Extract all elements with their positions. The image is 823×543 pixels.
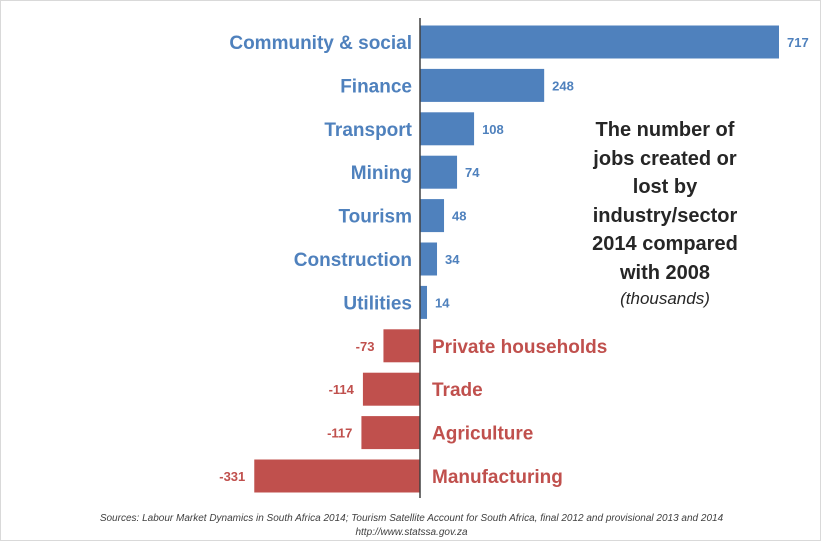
bar bbox=[383, 329, 420, 363]
value-label: 74 bbox=[465, 165, 480, 180]
chart-subtitle: (thousands) bbox=[620, 289, 710, 308]
source-url: http://www.statssa.gov.za bbox=[355, 527, 468, 538]
bar-chart: Community & social 717 Finance 248 Transport… bbox=[219, 18, 809, 498]
bar bbox=[420, 199, 445, 233]
category-label: Private households bbox=[432, 337, 607, 358]
bar bbox=[420, 242, 438, 276]
category-label: Construction bbox=[294, 250, 412, 271]
category-label: Tourism bbox=[338, 207, 412, 228]
value-label: 108 bbox=[482, 122, 504, 137]
value-label: -117 bbox=[327, 426, 352, 441]
bar bbox=[362, 372, 420, 406]
source-note: Sources: Labour Market Dynamics in South… bbox=[99, 513, 724, 524]
value-label: -331 bbox=[219, 469, 245, 484]
category-label: Manufacturing bbox=[432, 467, 563, 488]
title-line: 2014 compared bbox=[592, 233, 738, 255]
chart-title: The number of jobs created or lost by in… bbox=[555, 116, 775, 311]
value-label: 34 bbox=[445, 252, 460, 267]
title-line: with 2008 bbox=[619, 261, 711, 284]
category-label: Community & social bbox=[229, 33, 412, 54]
bar bbox=[420, 285, 428, 319]
bar bbox=[420, 25, 779, 59]
value-label: -114 bbox=[329, 382, 355, 397]
title-line: lost by bbox=[632, 176, 698, 198]
title-line: jobs created or bbox=[593, 147, 737, 170]
title-line: The number of bbox=[595, 119, 735, 141]
bar bbox=[361, 416, 420, 450]
category-label: Trade bbox=[432, 380, 483, 401]
bar bbox=[254, 459, 420, 493]
bar bbox=[420, 112, 475, 146]
value-label: 14 bbox=[435, 295, 450, 310]
value-label: -73 bbox=[356, 339, 375, 354]
bar bbox=[420, 155, 458, 189]
category-label: Mining bbox=[351, 163, 412, 184]
value-label: 48 bbox=[452, 209, 466, 224]
category-label: Transport bbox=[324, 120, 412, 141]
value-label: 248 bbox=[552, 78, 574, 93]
category-label: Agriculture bbox=[432, 424, 533, 445]
category-label: Utilities bbox=[343, 293, 412, 314]
title-line: industry/sector bbox=[592, 204, 738, 227]
category-label: Finance bbox=[340, 76, 412, 97]
bar bbox=[420, 68, 545, 102]
value-label: 717 bbox=[787, 35, 809, 50]
